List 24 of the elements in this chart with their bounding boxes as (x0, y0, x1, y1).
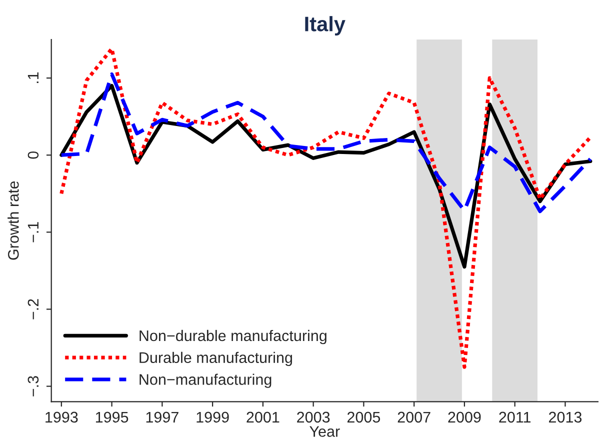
x-tick-label: 2007 (398, 412, 430, 423)
y-tick-label: −.2 (28, 299, 38, 320)
line-series (60, 46, 592, 369)
x-tick-label: 2003 (297, 412, 330, 423)
legend-label: Durable manufacturing (140, 352, 292, 366)
x-tick-label: 1999 (196, 412, 229, 423)
y-tick-label: 0 (28, 151, 39, 159)
x-tick-label: 2013 (548, 412, 582, 423)
chart-title: Italy (305, 16, 346, 36)
line-series (60, 72, 592, 214)
x-tick-label: 2009 (448, 412, 481, 423)
y-tick-label: .1 (28, 72, 38, 84)
x-tick-label: 1997 (146, 412, 178, 423)
x-tick-label: 1993 (46, 412, 78, 423)
legend-label: Non−manufacturing (140, 374, 272, 388)
x-tick-label: 2005 (347, 412, 380, 423)
x-tick-label: 1995 (96, 412, 128, 423)
y-axis-title: Growth rate (8, 181, 19, 260)
y-tick-label: −.1 (28, 222, 38, 242)
x-tick-label: 2011 (499, 412, 531, 423)
x-tick-label: 2001 (246, 412, 280, 423)
legend-label: Non−durable manufacturing (140, 330, 326, 344)
y-tick-label: −.3 (28, 376, 39, 396)
x-axis-title: Year (310, 426, 340, 437)
